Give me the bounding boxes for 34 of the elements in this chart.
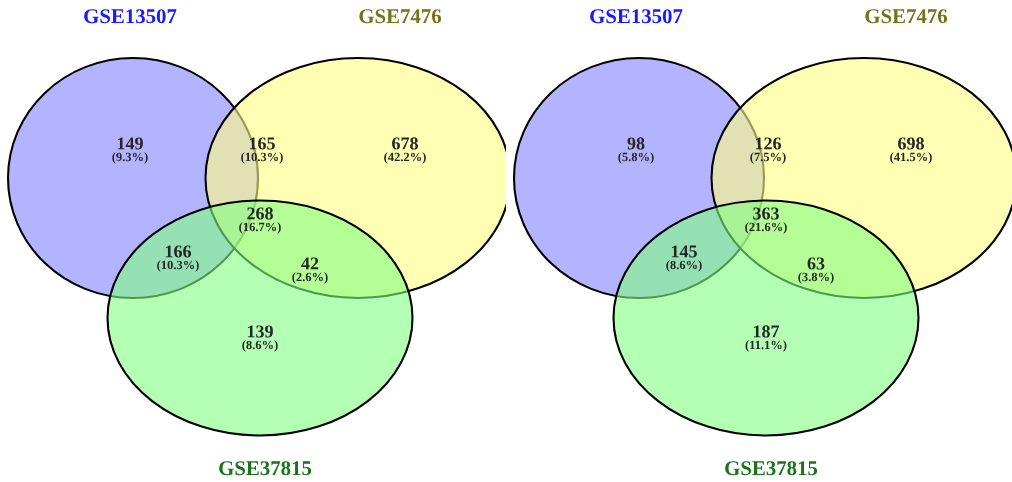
text: (16.7%) (239, 222, 281, 234)
data-label: 165 (249, 137, 275, 150)
text: GSE13507 (590, 9, 683, 24)
text: (9.3%) (112, 152, 148, 164)
data-label: 187 (753, 325, 780, 338)
data-label: 126 (755, 137, 782, 150)
text: (8.6%) (242, 340, 278, 352)
data-label: 42 (301, 257, 319, 270)
data-label: 268 (247, 207, 273, 220)
text: GSE37815 (219, 461, 312, 476)
text: GSE7476 (865, 9, 948, 24)
text: (2.6%) (292, 272, 328, 284)
text: GSE37815 (725, 461, 818, 476)
data-label: 98 (627, 137, 645, 150)
data-label: 678 (392, 137, 418, 150)
data-label: 698 (898, 137, 924, 150)
text: (41.5%) (890, 152, 932, 164)
data-label: 363 (753, 207, 779, 220)
text: GSE7476 (359, 9, 442, 24)
text: GSE13507 (84, 9, 177, 24)
data-label: 63 (807, 257, 825, 270)
text: (3.8%) (798, 272, 834, 284)
text: (8.6%) (666, 260, 702, 272)
data-label: 145 (671, 245, 697, 258)
text: (21.6%) (745, 222, 787, 234)
text: (11.1%) (745, 340, 787, 352)
data-label: 139 (247, 325, 273, 338)
text: (42.2%) (384, 152, 426, 164)
data-label: 149 (117, 137, 143, 150)
text: (5.8%) (618, 152, 654, 164)
text: (10.3%) (241, 152, 283, 164)
data-label: 166 (165, 245, 192, 258)
text: (7.5%) (750, 152, 786, 164)
text: (10.3%) (157, 260, 199, 272)
